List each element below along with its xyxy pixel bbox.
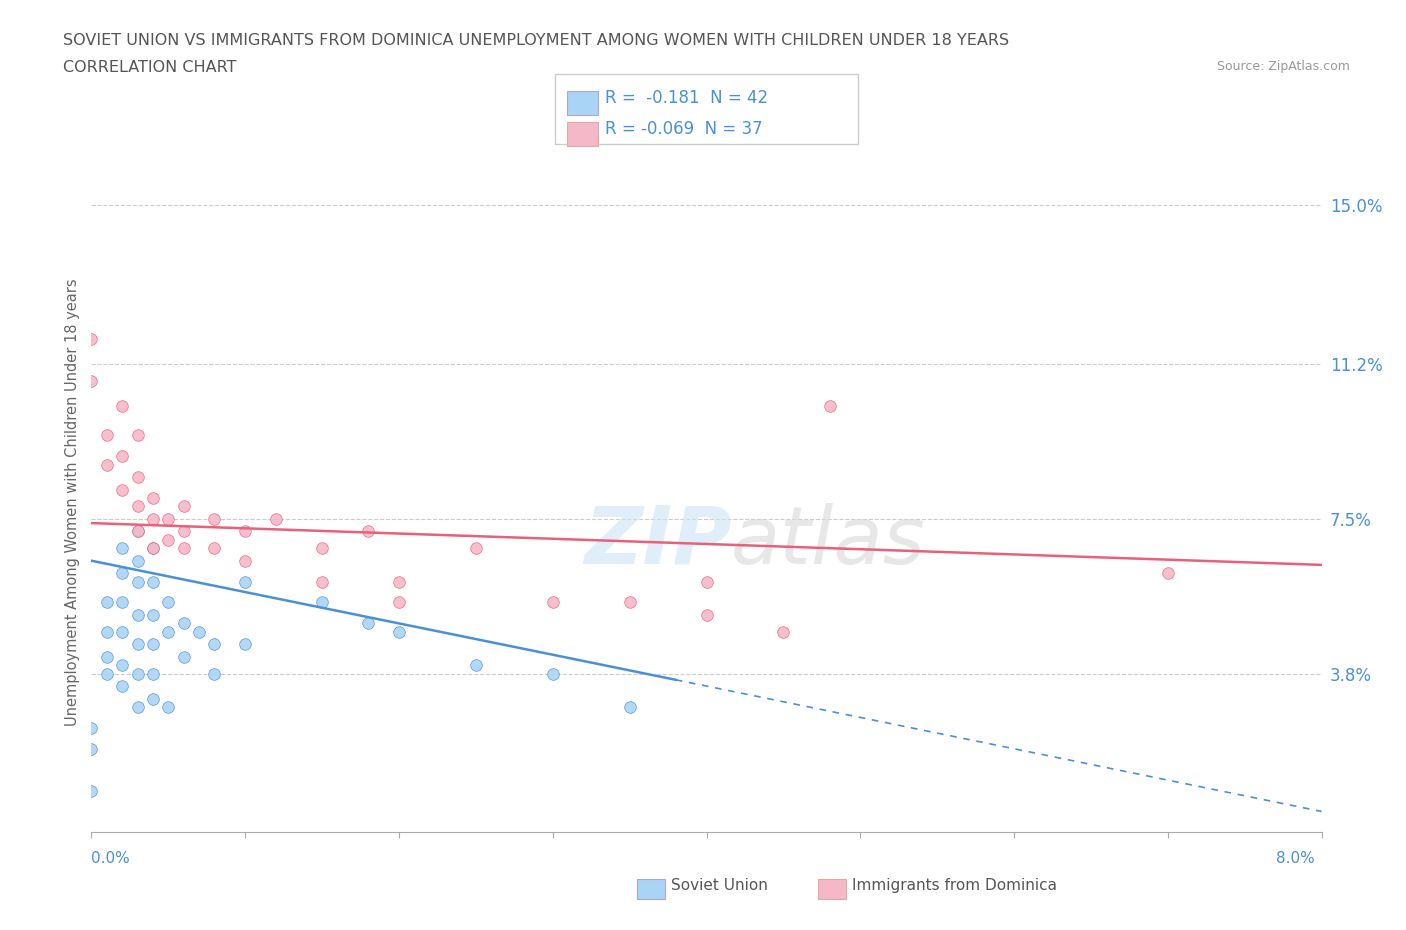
Point bbox=[127, 666, 149, 681]
Point bbox=[357, 524, 380, 538]
Point bbox=[695, 574, 717, 589]
Point bbox=[464, 540, 486, 555]
Text: R =  -0.181  N = 42: R = -0.181 N = 42 bbox=[605, 89, 768, 107]
Point bbox=[96, 458, 118, 472]
Point bbox=[264, 512, 287, 526]
Point bbox=[541, 666, 564, 681]
Point bbox=[202, 540, 225, 555]
Point bbox=[233, 553, 256, 568]
Point bbox=[127, 607, 149, 622]
Y-axis label: Unemployment Among Women with Children Under 18 years: Unemployment Among Women with Children U… bbox=[65, 278, 80, 726]
Point bbox=[127, 699, 149, 714]
Point bbox=[127, 428, 149, 443]
Point bbox=[127, 524, 149, 538]
Point bbox=[142, 637, 165, 652]
Point bbox=[202, 637, 225, 652]
Text: ZIP: ZIP bbox=[583, 503, 731, 581]
Point bbox=[142, 607, 165, 622]
Point bbox=[96, 428, 118, 443]
Point bbox=[80, 721, 103, 736]
Point bbox=[818, 399, 841, 414]
Text: SOVIET UNION VS IMMIGRANTS FROM DOMINICA UNEMPLOYMENT AMONG WOMEN WITH CHILDREN : SOVIET UNION VS IMMIGRANTS FROM DOMINICA… bbox=[63, 33, 1010, 47]
Point bbox=[127, 637, 149, 652]
Point bbox=[111, 565, 134, 580]
Point bbox=[157, 532, 180, 547]
Point bbox=[80, 741, 103, 756]
Point bbox=[142, 491, 165, 506]
Text: Source: ZipAtlas.com: Source: ZipAtlas.com bbox=[1216, 60, 1350, 73]
Point bbox=[157, 624, 180, 639]
Text: CORRELATION CHART: CORRELATION CHART bbox=[63, 60, 236, 75]
Point bbox=[173, 540, 195, 555]
Point bbox=[772, 624, 794, 639]
Point bbox=[541, 595, 564, 610]
Text: 0.0%: 0.0% bbox=[91, 851, 131, 866]
Point bbox=[173, 649, 195, 664]
Point bbox=[388, 574, 411, 589]
Point bbox=[127, 574, 149, 589]
Text: R = -0.069  N = 37: R = -0.069 N = 37 bbox=[605, 121, 762, 139]
Text: 8.0%: 8.0% bbox=[1275, 851, 1315, 866]
Point bbox=[388, 624, 411, 639]
Point bbox=[357, 616, 380, 631]
Point bbox=[311, 595, 333, 610]
Point bbox=[142, 574, 165, 589]
Point bbox=[111, 624, 134, 639]
Point bbox=[233, 637, 256, 652]
Point bbox=[173, 616, 195, 631]
Point bbox=[311, 540, 333, 555]
Point bbox=[80, 332, 103, 347]
Point bbox=[157, 699, 180, 714]
Point bbox=[96, 624, 118, 639]
Point bbox=[157, 512, 180, 526]
Point bbox=[111, 483, 134, 498]
Text: Immigrants from Dominica: Immigrants from Dominica bbox=[852, 878, 1057, 893]
Point bbox=[127, 553, 149, 568]
Point bbox=[80, 374, 103, 389]
Point bbox=[111, 449, 134, 464]
Point bbox=[619, 699, 641, 714]
Point bbox=[80, 783, 103, 798]
Point bbox=[695, 607, 717, 622]
Point bbox=[311, 574, 333, 589]
Point bbox=[142, 540, 165, 555]
Point bbox=[142, 666, 165, 681]
Point bbox=[142, 540, 165, 555]
Point bbox=[111, 540, 134, 555]
Point bbox=[464, 658, 486, 672]
Point bbox=[1157, 565, 1180, 580]
Point bbox=[127, 470, 149, 485]
Point bbox=[111, 399, 134, 414]
Point bbox=[96, 666, 118, 681]
Point bbox=[96, 649, 118, 664]
Point bbox=[157, 595, 180, 610]
Point bbox=[619, 595, 641, 610]
Text: Soviet Union: Soviet Union bbox=[671, 878, 768, 893]
Text: atlas: atlas bbox=[731, 503, 927, 581]
Point bbox=[127, 498, 149, 513]
Point bbox=[142, 512, 165, 526]
Point bbox=[233, 574, 256, 589]
Point bbox=[202, 512, 225, 526]
Point bbox=[111, 595, 134, 610]
Point bbox=[142, 691, 165, 706]
Point bbox=[173, 498, 195, 513]
Point bbox=[111, 658, 134, 672]
Point bbox=[127, 524, 149, 538]
Point bbox=[202, 666, 225, 681]
Point bbox=[233, 524, 256, 538]
Point bbox=[111, 679, 134, 694]
Point bbox=[96, 595, 118, 610]
Point bbox=[173, 524, 195, 538]
Point bbox=[188, 624, 211, 639]
Point bbox=[388, 595, 411, 610]
